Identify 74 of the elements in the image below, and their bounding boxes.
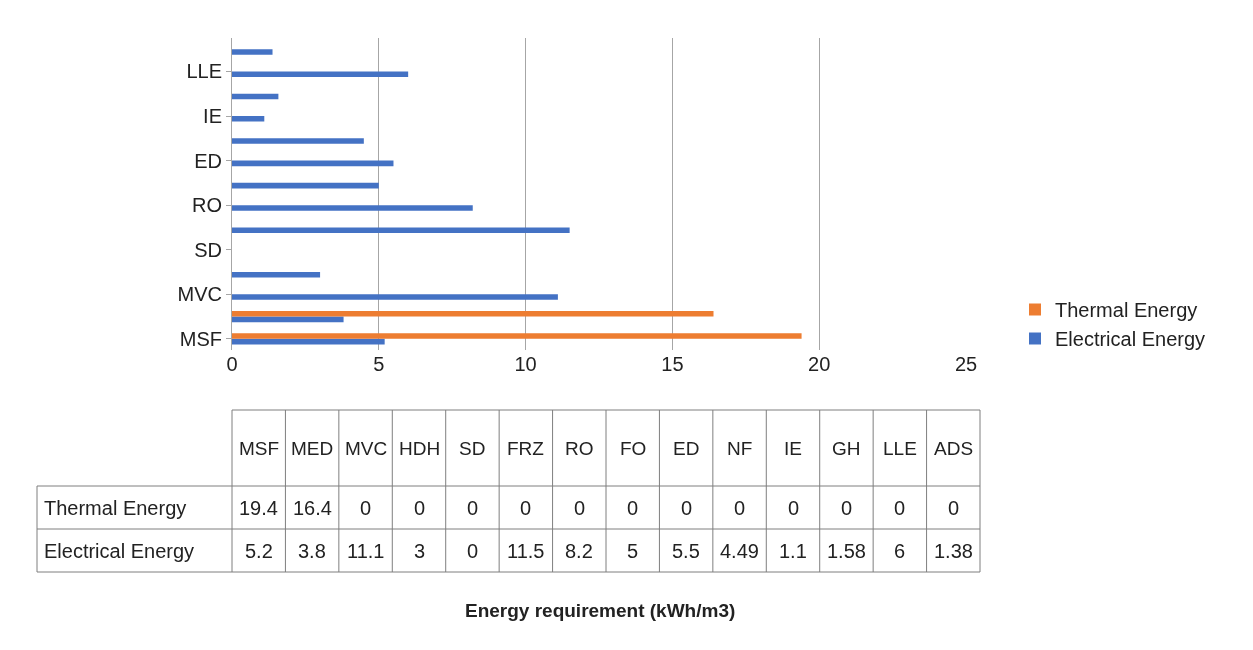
bar	[232, 272, 321, 278]
legend-label: Electrical Energy	[1055, 328, 1206, 351]
data-label: 0	[734, 497, 746, 519]
x-tick-label: 20	[808, 353, 831, 375]
bar	[232, 182, 379, 189]
category-label: NF	[727, 438, 753, 459]
data-label: 1.1	[779, 540, 807, 562]
data-label: 0	[788, 497, 800, 519]
category-label: IE	[784, 438, 802, 459]
category-label: FRZ	[507, 438, 545, 459]
bar	[232, 205, 473, 211]
data-label: 0	[360, 497, 372, 519]
data-label: 5.5	[672, 540, 700, 562]
legend-label: Thermal Energy	[1055, 299, 1198, 322]
category-label: ED	[673, 438, 700, 459]
category-label: MSF	[239, 438, 280, 459]
x-tick-label: 25	[954, 353, 978, 375]
data-label: 1.38	[934, 540, 973, 562]
x-tick-label: 0	[226, 353, 238, 375]
data-label: 19.4	[239, 497, 278, 519]
data-label: 5	[627, 540, 639, 562]
bar	[232, 116, 265, 122]
data-label: 0	[520, 497, 532, 519]
bar	[232, 333, 802, 339]
bar	[232, 338, 385, 345]
category-label: GH	[832, 438, 861, 459]
bar	[232, 294, 558, 300]
data-label: 0	[841, 497, 853, 519]
y-tick-label: MVC	[177, 283, 222, 306]
x-tick-label: 5	[373, 353, 385, 375]
data-label: 0	[627, 497, 639, 519]
y-tick-label: MSF	[179, 327, 222, 350]
bar	[232, 49, 273, 55]
bar	[232, 311, 714, 317]
data-label: 16.4	[293, 497, 332, 519]
y-tick-label: LLE	[186, 60, 222, 83]
x-tick-label: 15	[661, 353, 684, 375]
category-label: ADS	[934, 438, 974, 459]
data-label: 8.2	[565, 540, 593, 562]
category-label: RO	[565, 438, 594, 459]
text: Energy requirement (kWh/m3)	[465, 600, 736, 621]
category-label: MED	[291, 438, 334, 459]
data-label: 6	[894, 540, 906, 562]
category-label: SD	[459, 438, 486, 459]
data-label: 3.8	[298, 540, 326, 562]
category-label: HDH	[399, 438, 441, 459]
data-label: 0	[574, 497, 586, 519]
bar	[232, 227, 570, 233]
data-label: 0	[467, 497, 479, 519]
data-label: 0	[894, 497, 906, 519]
data-label: 0	[414, 497, 426, 519]
y-tick-label: ED	[194, 149, 222, 172]
data-label: 3	[414, 540, 426, 562]
y-tick-label: RO	[192, 194, 222, 217]
bar	[232, 71, 409, 77]
category-label: FO	[620, 438, 647, 459]
data-label: 4.49	[720, 540, 759, 562]
data-label: 0	[948, 497, 960, 519]
data-label: 1.58	[827, 540, 866, 562]
data-label: 0	[467, 540, 479, 562]
category-label: LLE	[883, 438, 917, 459]
y-tick-label: IE	[203, 105, 222, 127]
x-tick-label: 10	[514, 353, 537, 375]
bar	[232, 138, 364, 144]
data-label: 11.1	[347, 540, 385, 562]
category-label: MVC	[345, 438, 388, 459]
bar	[232, 316, 344, 323]
text: Electrical Energy	[44, 540, 195, 562]
data-label: 5.2	[245, 540, 273, 562]
y-tick-label: SD	[194, 238, 222, 261]
data-label: 0	[681, 497, 693, 519]
data-label: 11.5	[507, 540, 545, 562]
text: Thermal Energy	[44, 497, 187, 519]
bar	[232, 160, 394, 167]
